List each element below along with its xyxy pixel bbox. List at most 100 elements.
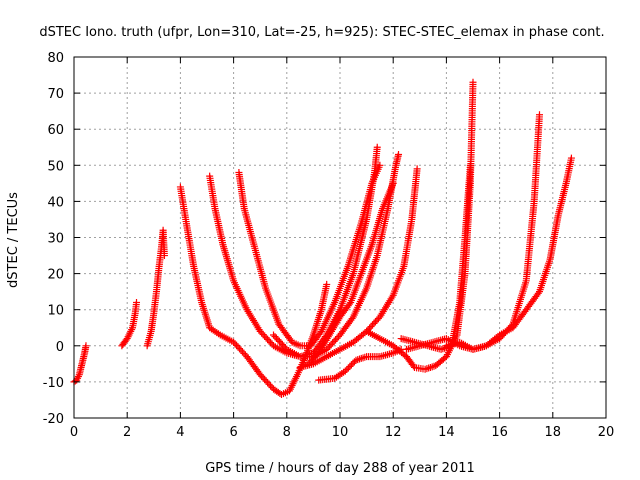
data-point	[278, 341, 286, 349]
data-point	[426, 363, 434, 371]
data-point	[359, 354, 367, 362]
data-point	[469, 78, 477, 86]
x-tick-label: 4	[176, 425, 184, 440]
data-point	[234, 343, 242, 351]
data-point	[348, 315, 356, 323]
x-tick-label: 2	[123, 425, 131, 440]
data-point	[236, 345, 244, 353]
x-tick-label: 14	[438, 425, 455, 440]
x-tick-label: 0	[70, 425, 78, 440]
y-tick-label: 30	[47, 232, 64, 247]
data-points	[70, 78, 575, 399]
data-point	[413, 165, 421, 173]
data-series	[304, 179, 397, 368]
data-point	[264, 379, 272, 387]
data-point	[231, 340, 239, 348]
y-tick-label: 80	[47, 51, 64, 66]
data-series	[143, 226, 168, 350]
data-series	[397, 161, 474, 353]
x-tick-label: 16	[491, 425, 508, 440]
y-tick-label: -10	[43, 376, 64, 391]
data-series	[315, 345, 405, 384]
data-point	[275, 337, 283, 345]
data-point	[330, 337, 338, 345]
data-point	[259, 374, 267, 382]
data-point	[82, 342, 90, 350]
data-point	[425, 364, 433, 372]
data-point	[332, 336, 340, 344]
data-point	[326, 342, 334, 350]
x-tick-label: 20	[598, 425, 615, 440]
data-point	[310, 354, 318, 362]
data-point	[133, 298, 141, 306]
y-axis-label: dSTEC / TECUs	[6, 192, 21, 288]
data-point	[306, 358, 314, 366]
x-tick-label: 8	[283, 425, 291, 440]
x-tick-label: 10	[332, 425, 349, 440]
data-point	[494, 332, 502, 340]
data-series	[363, 78, 477, 373]
y-tick-label: 20	[47, 268, 64, 283]
data-series	[118, 298, 141, 350]
data-point	[262, 377, 270, 385]
data-point	[312, 352, 320, 360]
x-tick-label: 12	[385, 425, 402, 440]
y-tick-label: 70	[47, 87, 64, 102]
data-point	[344, 364, 352, 372]
data-point	[233, 341, 241, 349]
data-point	[373, 316, 381, 324]
data-point	[267, 382, 275, 390]
y-tick-label: 40	[47, 195, 64, 210]
data-point	[536, 111, 543, 119]
data-point	[567, 154, 575, 162]
chart-title: dSTEC Iono. truth (ufpr, Lon=310, Lat=-2…	[39, 25, 604, 40]
data-point	[230, 338, 238, 346]
x-tick-label: 18	[545, 425, 562, 440]
data-point	[323, 280, 331, 288]
data-point	[361, 353, 369, 361]
data-point	[259, 331, 267, 339]
data-point	[277, 339, 285, 347]
data-point	[357, 354, 365, 362]
data-point	[373, 143, 381, 151]
data-point	[341, 367, 349, 375]
data-point	[267, 339, 275, 347]
data-point	[262, 334, 270, 342]
data-point	[160, 252, 168, 260]
data-series	[442, 154, 575, 353]
data-point	[270, 331, 277, 339]
data-point	[534, 289, 542, 297]
data-point	[304, 360, 312, 368]
data-point	[376, 161, 384, 169]
data-series	[70, 342, 90, 386]
data-point	[324, 344, 332, 352]
data-point	[466, 161, 474, 169]
data-point	[256, 371, 264, 379]
data-point	[74, 372, 82, 380]
data-point	[345, 300, 353, 308]
data-point	[261, 332, 269, 340]
data-series	[176, 183, 331, 399]
data-point	[265, 380, 273, 388]
data-point	[238, 348, 246, 356]
data-point	[272, 334, 280, 342]
data-point	[423, 365, 431, 373]
data-point	[274, 336, 282, 344]
y-tick-label: 0	[56, 340, 64, 355]
data-point	[309, 355, 317, 363]
data-point	[240, 349, 248, 357]
data-point	[389, 179, 397, 187]
data-point	[366, 324, 374, 332]
data-series	[270, 150, 403, 361]
data-series	[296, 165, 421, 371]
data-point	[346, 362, 354, 370]
data-point	[323, 345, 331, 353]
data-point	[370, 319, 378, 327]
data-point	[258, 329, 266, 337]
data-point	[307, 357, 315, 365]
data-point	[258, 372, 266, 380]
grid	[74, 57, 606, 418]
x-tick-label: 6	[229, 425, 237, 440]
data-point	[349, 359, 357, 367]
